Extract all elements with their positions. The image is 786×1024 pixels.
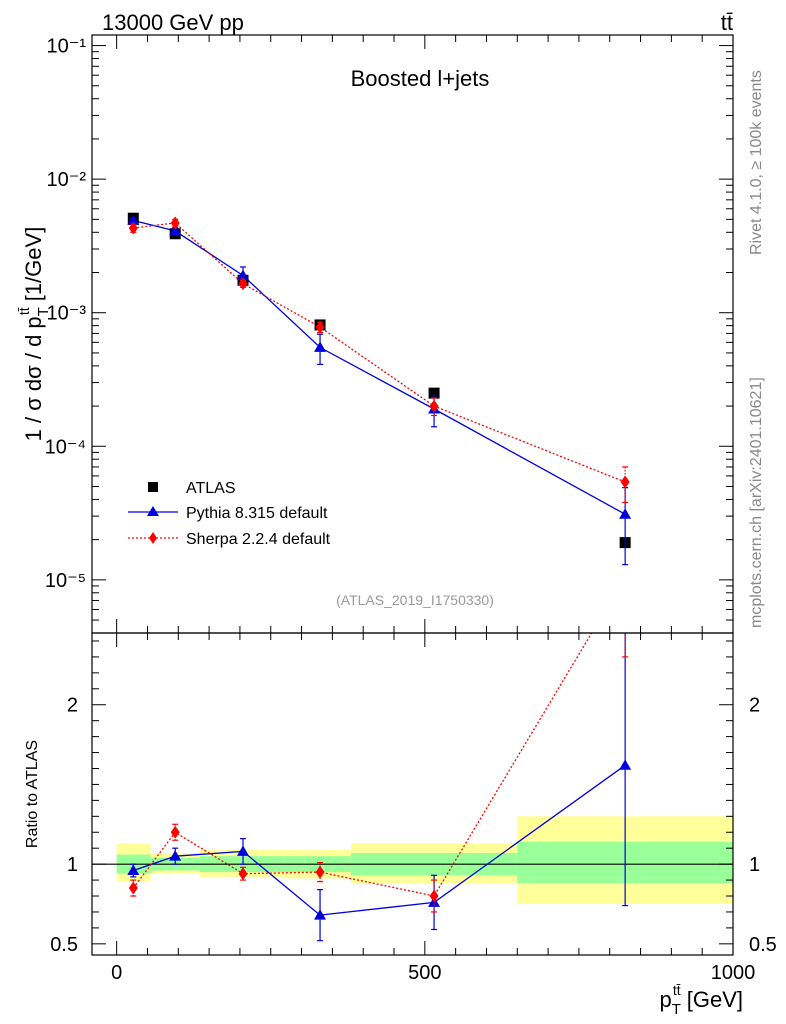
main-line-sherpa bbox=[133, 222, 626, 483]
legend-pythia-label: Pythia 8.315 default bbox=[186, 505, 328, 522]
ratio-xtick-label-2: 1000 bbox=[711, 962, 756, 984]
main-error-sherpa-4 bbox=[431, 397, 438, 417]
ratio-ytick-label-0: 0.5 bbox=[50, 934, 78, 956]
legend-atlas-marker bbox=[148, 482, 158, 492]
ratio-error-pythia-5 bbox=[622, 633, 629, 907]
ratio-line-sherpa bbox=[132, 633, 593, 897]
legend-item-atlas: ATLAS bbox=[148, 480, 236, 497]
main-point-pythia-0 bbox=[127, 214, 140, 226]
main-point-pythia-5 bbox=[619, 508, 632, 519]
main-ytick-label-1: 10⁻⁴ bbox=[45, 436, 86, 458]
ratio-point-pythia-5 bbox=[619, 759, 632, 770]
main-ytick-label-2: 10⁻³ bbox=[47, 303, 87, 325]
ratio-y-axis-label: Ratio to ATLAS bbox=[24, 740, 41, 848]
ratio-ytick-label-right-2: 2 bbox=[749, 695, 760, 717]
ratio-panel-frame bbox=[91, 632, 734, 956]
ratio-xtick-label-0: 0 bbox=[111, 962, 122, 984]
ratio-ytick-label-right-0: 0.5 bbox=[749, 934, 777, 956]
ratio-point-sherpa-0 bbox=[128, 881, 138, 895]
main-point-pythia-1 bbox=[169, 224, 182, 236]
ratio-ytick-label-2: 2 bbox=[67, 695, 78, 717]
ratio-point-pythia-0 bbox=[127, 864, 140, 876]
legend-item-pythia: Pythia 8.315 default bbox=[128, 505, 328, 522]
main-title: Boosted l+jets bbox=[351, 66, 490, 91]
ratio-point-sherpa-3 bbox=[315, 865, 325, 879]
side-text-rivet: Rivet 4.1.0, ≥ 100k events bbox=[748, 70, 765, 255]
header-process: tt̄ bbox=[721, 10, 733, 35]
main-error-sherpa-5 bbox=[622, 466, 629, 504]
main-point-sherpa-1 bbox=[170, 216, 180, 230]
main-watermark: (ATLAS_2019_I1750330) bbox=[336, 592, 494, 608]
main-point-sherpa-2 bbox=[238, 277, 248, 291]
ratio-point-pythia-3 bbox=[314, 909, 327, 920]
ratio-ytick-label-1: 1 bbox=[67, 854, 78, 876]
ratio-ytick-label-right-1: 1 bbox=[749, 854, 760, 876]
ratio-point-pythia-1 bbox=[169, 850, 182, 861]
legend-pythia-marker bbox=[147, 506, 159, 516]
ratio-point-sherpa-1 bbox=[170, 825, 180, 839]
header-energy: 13000 GeV pp bbox=[102, 10, 244, 35]
ratio-point-sherpa-4 bbox=[429, 889, 439, 903]
ratio-point-sherpa-2 bbox=[238, 867, 248, 881]
main-ytick-label-4: 10⁻¹ bbox=[47, 36, 87, 58]
main-ytick-label-3: 10⁻² bbox=[47, 169, 87, 191]
ratio-error-sherpa-5 bbox=[622, 633, 629, 658]
main-point-sherpa-4 bbox=[429, 399, 439, 413]
legend-atlas-label: ATLAS bbox=[186, 480, 236, 497]
legend-sherpa-label: Sherpa 2.2.4 default bbox=[186, 531, 331, 548]
ratio-point-pythia-2 bbox=[237, 845, 250, 856]
legend: ATLAS Pythia 8.315 default Sherpa 2.2.4 … bbox=[128, 480, 331, 548]
main-point-atlas-4 bbox=[428, 387, 440, 399]
ratio-line-pythia bbox=[133, 764, 626, 916]
side-text-mcplots: mcplots.cern.ch [arXiv:2401.10621] bbox=[748, 377, 765, 628]
legend-item-sherpa: Sherpa 2.2.4 default bbox=[128, 531, 331, 548]
ratio-xtick-label-1: 500 bbox=[408, 962, 441, 984]
legend-sherpa-marker bbox=[149, 532, 157, 544]
main-point-sherpa-0 bbox=[128, 221, 138, 235]
main-point-sherpa-5 bbox=[620, 475, 630, 489]
main-line-pythia bbox=[133, 219, 626, 515]
main-point-sherpa-3 bbox=[315, 320, 325, 334]
main-point-pythia-2 bbox=[237, 269, 250, 280]
main-point-pythia-3 bbox=[314, 341, 327, 352]
main-ytick-label-0: 10⁻⁵ bbox=[45, 570, 86, 592]
